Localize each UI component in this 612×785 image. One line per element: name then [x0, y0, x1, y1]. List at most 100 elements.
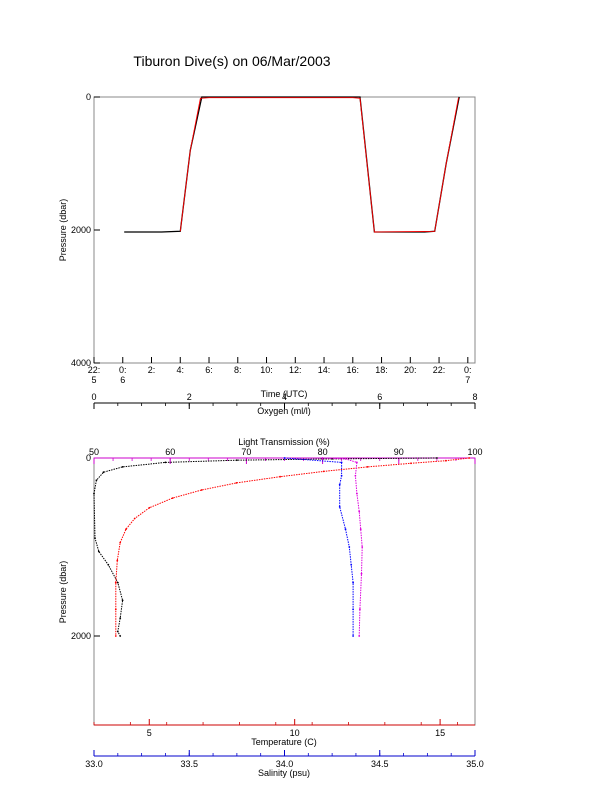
axis-tick-label-1: 50 [89, 447, 99, 457]
oxygen-axis-label: Oxygen (ml/l) [257, 406, 311, 416]
salinity-axis-label: Salinity (psu) [258, 768, 310, 778]
top-x-tick-label: 4: [177, 365, 185, 375]
profile-series-point-1 [279, 475, 281, 478]
axis-tick-label-0: 2 [187, 392, 192, 402]
bottom-y-tick-label: 0 [86, 453, 91, 463]
profile-series-point-0 [331, 458, 333, 460]
profile-series-point-2 [352, 635, 354, 637]
profile-series-point-2 [344, 528, 347, 531]
profile-series-point-1 [200, 489, 203, 491]
profile-series-point-3 [360, 572, 363, 575]
top-x-tick-label: 6: [205, 365, 213, 375]
top-x-tick-label: 12: [289, 365, 302, 375]
bottom-multi-axes: 0 2 4 6 8 50 60 70 80 90 100 5 10 15 33.0 33.5 34.0 34.5 3… [85, 392, 484, 769]
profile-series-line-1 [115, 457, 470, 636]
top-series [124, 96, 460, 233]
profile-series-point-0 [119, 635, 122, 637]
profile-series-point-1 [114, 635, 117, 637]
profile-series-point-0 [119, 617, 122, 620]
profile-series-point-0 [102, 471, 105, 474]
top-x-tick-label: 8: [234, 365, 242, 375]
profile-series-point-3 [344, 458, 347, 460]
profile-series-point-1 [366, 466, 369, 468]
profile-series-point-1 [116, 559, 119, 562]
top-x-tick-sublabel: 7 [465, 375, 470, 385]
axis-tick-label-1: 100 [467, 447, 482, 457]
bottom-y-ticks: 0 2000 [71, 453, 100, 641]
top-y-axis-label: Pressure (dbar) [58, 199, 68, 262]
profile-series-point-0 [93, 492, 95, 495]
figure-title: Tiburon Dive(s) on 06/Mar/2003 [133, 53, 330, 69]
profile-series-point-1 [114, 608, 117, 611]
top-x-axis-label: Time (UTC) [261, 389, 308, 399]
top-x-tick-sublabel: 5 [91, 375, 96, 385]
top-series-line-0 [124, 96, 460, 233]
top-x-tick-label: 0: [464, 365, 472, 375]
top-y-tick-label: 4000 [71, 358, 91, 368]
axis-tick-label-2: 15 [435, 728, 445, 738]
profile-series-point-1 [171, 497, 174, 499]
profile-series-point-0 [121, 599, 124, 602]
top-x-tick-label: 10: [260, 365, 273, 375]
profile-series-point-0 [107, 563, 110, 566]
top-y-tick-label: 0 [86, 92, 91, 102]
axis-tick-label-3: 33.5 [180, 759, 198, 769]
profile-series-point-3 [359, 528, 362, 531]
axis-tick-label-0: 0 [91, 392, 96, 402]
profile-series-line-3 [322, 457, 363, 637]
profile-series-point-1 [322, 470, 325, 473]
light-transmission-axis-label: Light Transmission (%) [238, 437, 330, 447]
top-series-line-1 [179, 97, 459, 233]
top-x-tick-label: 16: [347, 365, 360, 375]
profile-series-point-3 [358, 510, 361, 513]
top-x-tick-label: 2: [148, 365, 156, 375]
axis-tick-label-1: 90 [394, 447, 404, 457]
bottom-plot-frame [93, 457, 476, 726]
top-x-tick-label: 22: [88, 365, 101, 375]
axis-tick-label-3: 35.0 [466, 759, 484, 769]
profile-series-point-0 [164, 461, 167, 464]
axis-tick-label-1: 60 [165, 447, 175, 457]
profile-series-point-0 [436, 457, 438, 459]
profile-series-point-1 [125, 528, 127, 531]
profile-series-point-2 [340, 474, 343, 477]
profile-series-point-0 [95, 479, 98, 482]
bottom-y-axis-label: Pressure (dbar) [58, 561, 68, 624]
top-x-tick-label: 18: [375, 365, 388, 375]
profile-series-point-0 [236, 459, 238, 462]
profile-series-point-1 [235, 482, 238, 484]
top-x-tick-label: 20: [404, 365, 417, 375]
axis-tick-label-1: 70 [241, 447, 251, 457]
profile-series-point-0 [121, 466, 124, 468]
top-plot-frame [93, 96, 476, 364]
profile-chart: 0 2000 0 2 4 6 8 50 60 70 80 90 100 5 10 15 33.0 33.5 34.… [58, 392, 484, 778]
bottom-y-tick-label: 2000 [71, 631, 91, 641]
profile-series-line-0 [93, 457, 437, 637]
profile-series-point-3 [359, 608, 361, 611]
profile-series-point-2 [352, 608, 354, 611]
profile-series-point-2 [338, 506, 341, 508]
axis-tick-label-3: 33.0 [85, 759, 103, 769]
profile-series-point-3 [321, 457, 324, 459]
top-x-tick-label: 14: [318, 365, 331, 375]
profile-series-point-1 [468, 457, 471, 459]
axis-tick-label-3: 34.0 [276, 759, 294, 769]
profile-series-point-3 [358, 635, 361, 637]
top-x-tick-label: 22: [433, 365, 446, 375]
profile-series-point-1 [119, 541, 122, 544]
top-x-tick-sublabel: 6 [120, 375, 125, 385]
profile-series-point-3 [356, 461, 358, 464]
profile-series-line-2 [284, 457, 354, 636]
profile-series-point-1 [445, 459, 447, 462]
profile-series-point-2 [338, 483, 341, 486]
profile-series-point-2 [340, 461, 343, 464]
profile-series-point-0 [116, 581, 119, 584]
temperature-axis-label: Temperature (C) [251, 737, 317, 747]
profile-series-point-2 [348, 546, 351, 548]
profile-series-point-1 [148, 506, 151, 509]
top-y-tick-label: 2000 [71, 225, 91, 235]
top-x-tick-label: 0: [119, 365, 127, 375]
profile-series-point-0 [97, 550, 100, 553]
